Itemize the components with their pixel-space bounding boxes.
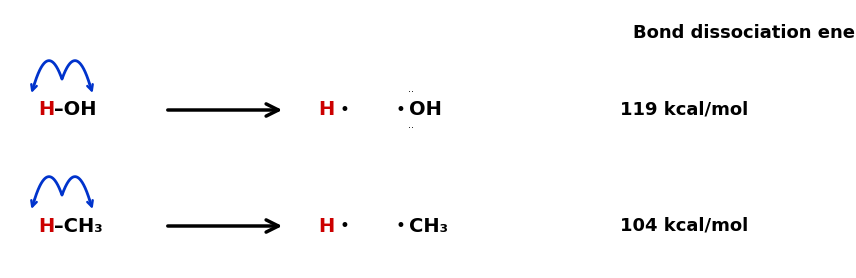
Text: OH: OH (409, 101, 442, 120)
Text: 119 kcal/mol: 119 kcal/mol (620, 101, 748, 119)
Text: H: H (38, 217, 54, 235)
Text: Bond dissociation energy:: Bond dissociation energy: (633, 24, 856, 42)
Text: •: • (339, 101, 349, 119)
Text: •: • (395, 101, 405, 119)
Text: H: H (38, 101, 54, 120)
Text: H: H (318, 101, 335, 120)
Text: 104 kcal/mol: 104 kcal/mol (620, 217, 748, 235)
Text: CH₃: CH₃ (409, 217, 448, 235)
Text: –CH₃: –CH₃ (54, 217, 103, 235)
Text: H: H (318, 217, 335, 235)
Text: ··: ·· (408, 87, 414, 97)
Text: –OH: –OH (54, 101, 97, 120)
Text: ··: ·· (408, 123, 414, 133)
Text: •: • (395, 217, 405, 235)
Text: •: • (339, 217, 349, 235)
